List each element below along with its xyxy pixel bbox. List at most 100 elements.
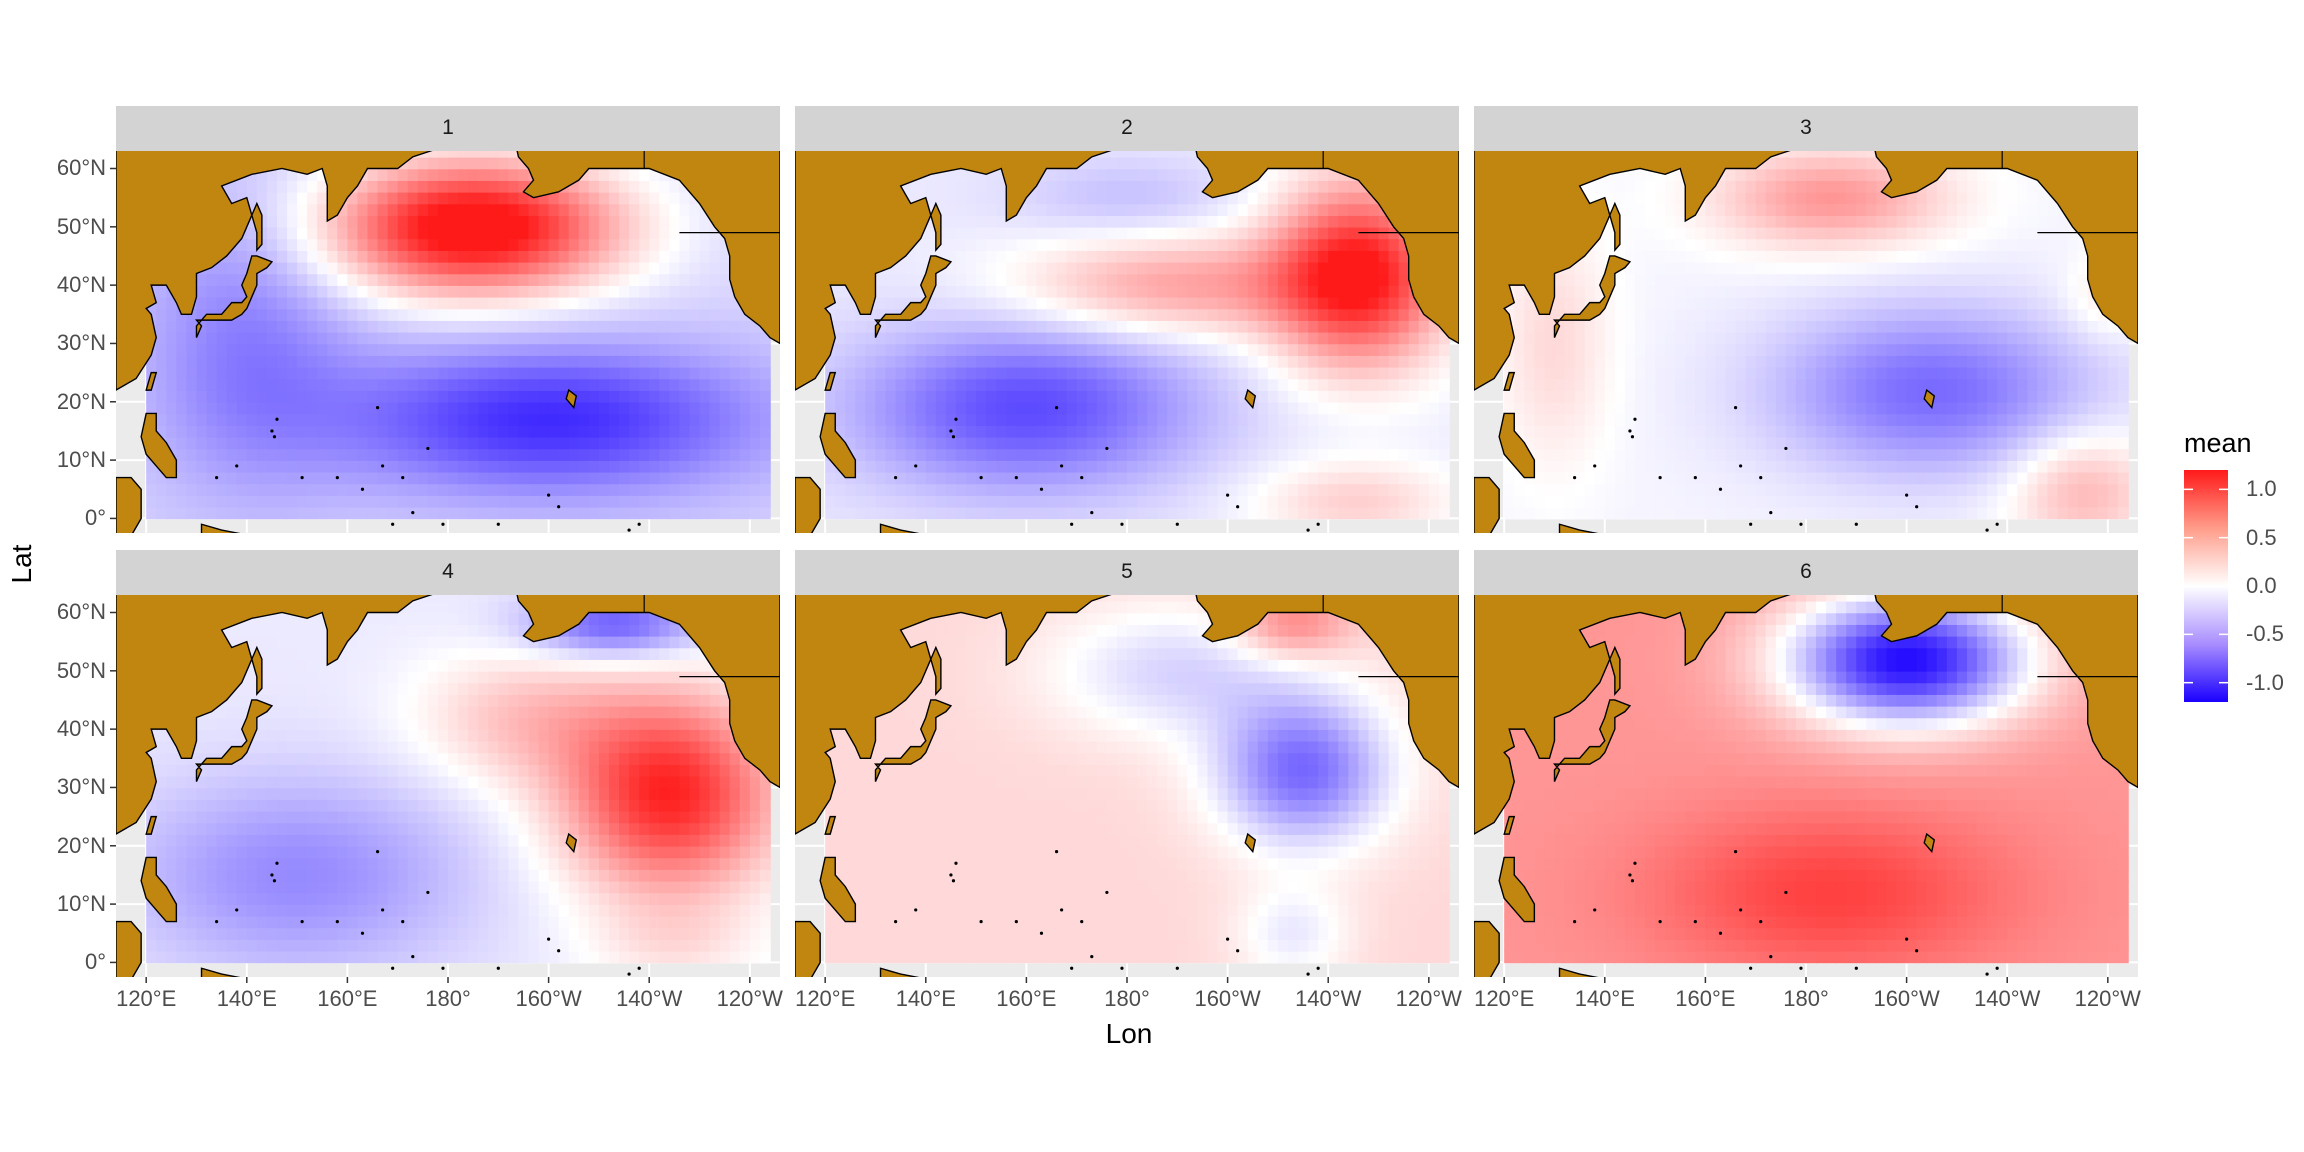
island-dot: [275, 417, 279, 421]
landmass-sakhalin: [930, 201, 942, 253]
legend-tick-label: 1.0: [2246, 476, 2277, 502]
island-dot: [381, 908, 385, 912]
island-dot: [270, 873, 274, 877]
legend-tick-label: -1.0: [2246, 669, 2284, 695]
x-tick-label: 120°W: [1395, 986, 1462, 1011]
island-dot: [401, 475, 405, 480]
legend-tick-label: 0.5: [2246, 524, 2277, 550]
landmass-asia: [795, 151, 1112, 391]
island-dot: [1733, 850, 1738, 854]
island-dot: [1090, 954, 1094, 959]
island-dot: [1799, 522, 1803, 526]
island-dot: [949, 429, 953, 433]
landmass-newguinea: [879, 967, 920, 977]
facet-strip: [116, 106, 780, 151]
landmass-newguinea: [879, 523, 920, 533]
island-dot: [557, 505, 561, 509]
x-tick-label: 140°E: [1574, 986, 1635, 1011]
landmass-hawaii: [1244, 832, 1257, 854]
island-dot: [1316, 966, 1320, 970]
island-dot: [441, 966, 445, 970]
island-dot: [375, 406, 380, 410]
landmass-sakhalin: [1609, 201, 1621, 253]
island-dot: [1769, 510, 1773, 515]
island-dot: [547, 937, 551, 941]
landmass-borneo: [116, 920, 142, 977]
island-dot: [627, 972, 631, 976]
y-tick-label: 60°N: [56, 155, 106, 181]
landmass-newguinea: [1558, 967, 1599, 977]
island-dot: [1854, 522, 1858, 526]
island-dot: [215, 919, 219, 924]
landmass-taiwan: [1503, 815, 1516, 835]
island-dot: [375, 850, 380, 854]
landmass-japan: [1552, 255, 1632, 338]
landmass-newguinea: [200, 967, 241, 977]
facet-strip: [1474, 106, 2138, 151]
x-tick-label: 160°E: [996, 986, 1057, 1011]
island-dot: [949, 873, 953, 877]
island-dot: [954, 861, 958, 865]
landmass-asia: [1474, 151, 1791, 391]
island-dot: [346, 1013, 349, 1016]
island-dot: [1749, 966, 1753, 970]
island-dot: [1633, 861, 1637, 865]
island-dot: [1120, 522, 1124, 526]
island-dot: [1739, 908, 1743, 912]
y-tick-label: 50°N: [56, 213, 106, 239]
landmass-taiwan: [824, 815, 837, 835]
island-dot: [1693, 475, 1697, 480]
x-tick-label: 160°W: [515, 986, 582, 1011]
island-dot: [270, 429, 274, 433]
x-tick-label: 140°E: [895, 986, 956, 1011]
island-dot: [1070, 522, 1074, 526]
mean-field-6: [1504, 595, 2129, 964]
island-dot: [1014, 475, 1018, 480]
facet-strip: [116, 550, 780, 595]
landmass-america: [1874, 595, 2138, 789]
island-dot: [1226, 493, 1230, 497]
landmass-hawaii: [1244, 388, 1257, 410]
landmass-philippines: [819, 856, 857, 923]
island-dot: [391, 966, 395, 970]
island-dot: [235, 464, 239, 468]
facet-panel-1: [110, 106, 780, 533]
island-dot: [441, 522, 445, 526]
facet-panel-5: [795, 550, 1459, 983]
landmass-taiwan: [145, 815, 158, 835]
legend-tick-label: 0.0: [2246, 573, 2277, 598]
island-dot: [391, 522, 395, 526]
island-dot: [1633, 417, 1637, 421]
x-tick-label: 120°E: [795, 986, 856, 1011]
facet-strip-label: 6: [1800, 560, 1812, 583]
island-dot: [1306, 528, 1310, 532]
facet-strip-label: 2: [1121, 116, 1133, 139]
island-dot: [1080, 475, 1084, 480]
island-dot: [1175, 522, 1179, 526]
island-dot: [335, 475, 339, 480]
island-dot: [1995, 966, 1999, 970]
x-tick-label: 140°W: [616, 986, 683, 1011]
x-tick-label: 180°: [1104, 986, 1150, 1011]
island-dot: [1679, 546, 1682, 549]
island-dot: [894, 475, 898, 480]
island-dot: [411, 510, 415, 515]
landmass-asia: [1474, 595, 1791, 835]
land-mask: [116, 595, 780, 1016]
landmass-taiwan: [145, 371, 158, 391]
island-dot: [496, 966, 500, 970]
island-dot: [1995, 522, 1999, 526]
landmass-sakhalin: [251, 201, 263, 253]
x-tick-label: 160°W: [1194, 986, 1261, 1011]
island-dot: [1985, 528, 1989, 532]
landmass-america: [1195, 595, 1459, 789]
island-dot: [1236, 505, 1240, 509]
island-dot: [1769, 954, 1773, 959]
island-dot: [1628, 873, 1632, 877]
island-dot: [426, 890, 430, 895]
landmass-borneo: [795, 920, 821, 977]
landmass-japan: [873, 699, 953, 782]
facet-strip-label: 4: [442, 560, 454, 583]
island-dot: [1226, 937, 1230, 941]
island-dot: [637, 966, 641, 970]
